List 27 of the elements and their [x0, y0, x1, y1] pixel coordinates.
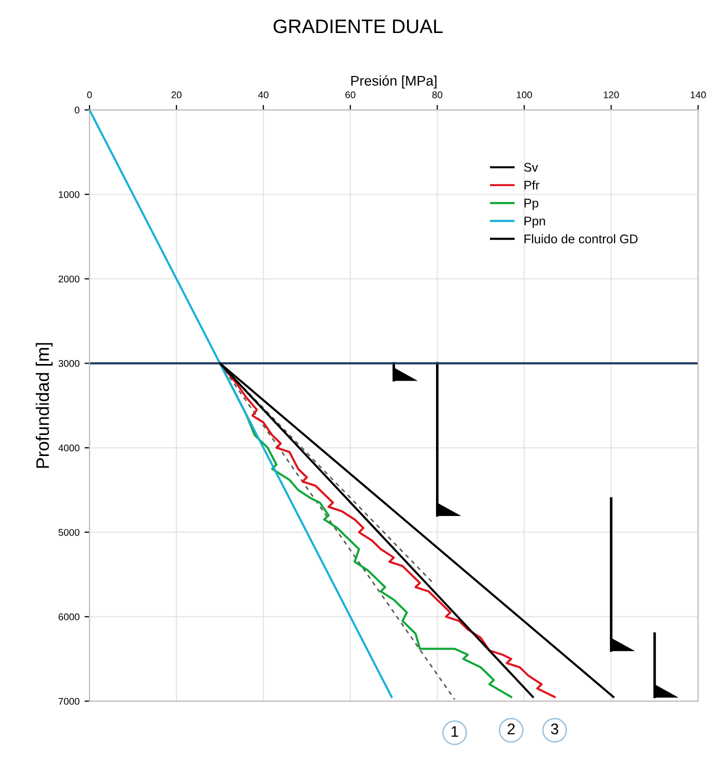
x-tick-label: 140 [690, 91, 706, 98]
x-tick-label: 0 [87, 91, 92, 98]
annotation: 3 [550, 724, 558, 734]
annotation: 1 [452, 726, 458, 737]
y-tick-label: 2000 [58, 276, 80, 282]
annotation: 2 [508, 724, 515, 734]
x-tick-label: 60 [345, 91, 356, 98]
legend-label: Ppn [524, 216, 545, 228]
y-tick-label: 0 [74, 106, 80, 114]
legend-label: Pp [524, 198, 538, 210]
y-tick-label: 7000 [58, 698, 80, 705]
x-tick-label: 120 [604, 91, 619, 98]
legend-label: Pfr [524, 180, 540, 190]
x-axis-title: Presión [MPa] [351, 75, 436, 88]
y-tick-label: 4000 [58, 444, 80, 452]
legend-label: Sv [524, 162, 538, 172]
y-axis-title: Profundidad [m] [36, 343, 53, 468]
chart-title: GRADIENTE DUAL [274, 19, 443, 34]
x-tick-label: 100 [516, 91, 532, 98]
y-tick-label: 1000 [58, 191, 80, 198]
y-tick-label: 6000 [58, 613, 80, 620]
legend-label: Fluido de control GD [524, 234, 638, 244]
x-tick-label: 80 [432, 91, 442, 98]
x-tick-label: 40 [258, 91, 268, 98]
y-tick-label: 3000 [58, 360, 80, 367]
x-tick-label: 20 [172, 91, 182, 98]
y-tick-label: 5000 [58, 528, 80, 536]
